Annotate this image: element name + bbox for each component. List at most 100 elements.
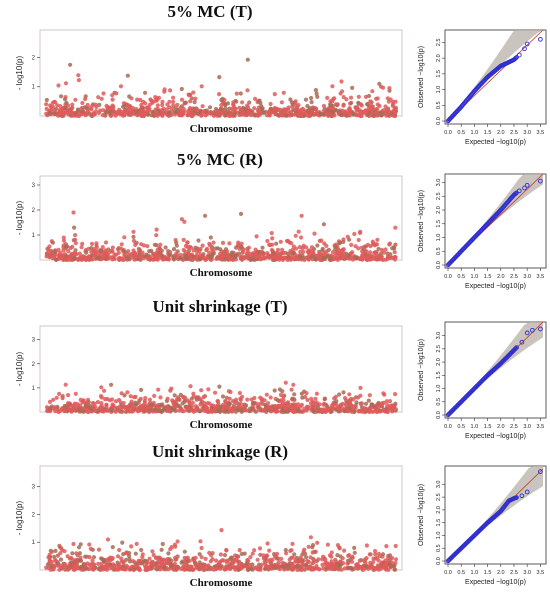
snp-point xyxy=(84,566,90,571)
snp-point xyxy=(131,229,136,234)
snp-point xyxy=(218,566,223,571)
snp-point xyxy=(218,110,223,115)
snp-point xyxy=(368,244,373,249)
snp-point xyxy=(339,79,344,84)
snp-point xyxy=(361,406,367,411)
snp-point xyxy=(72,256,77,261)
snp-point xyxy=(385,408,390,413)
snp-point xyxy=(244,561,249,566)
qq-x-tick-label: 0.5 xyxy=(457,570,465,576)
snp-point xyxy=(73,237,78,242)
snp-point xyxy=(306,257,311,262)
snp-point xyxy=(351,112,356,117)
snp-point xyxy=(348,399,353,404)
snp-point xyxy=(376,558,381,563)
snp-point xyxy=(257,402,262,407)
snp-point xyxy=(94,243,99,248)
snp-point xyxy=(218,552,223,557)
snp-point xyxy=(119,257,124,262)
snp-point xyxy=(369,103,374,109)
snp-point xyxy=(350,559,355,564)
qq-y-tick-label: 2.0 xyxy=(436,54,442,62)
snp-point xyxy=(61,248,66,253)
snp-point xyxy=(387,86,392,91)
snp-point xyxy=(299,213,304,218)
snp-point xyxy=(375,102,380,107)
snp-point xyxy=(252,565,257,570)
snp-point xyxy=(265,564,270,569)
qq-x-axis-label: Expected −log10(p) xyxy=(465,139,526,146)
snp-point xyxy=(91,566,96,571)
snp-point xyxy=(393,99,398,104)
snp-point xyxy=(290,396,295,401)
snp-point xyxy=(356,408,361,413)
snp-point xyxy=(67,403,72,408)
snp-point xyxy=(393,225,398,230)
snp-point xyxy=(279,398,284,403)
snp-point xyxy=(289,387,294,392)
qq-x-tick-label: 3.5 xyxy=(537,274,545,280)
snp-point xyxy=(117,547,122,553)
snp-point xyxy=(340,108,345,113)
snp-point xyxy=(349,100,354,105)
snp-point xyxy=(160,99,165,104)
snp-point xyxy=(249,397,254,402)
snp-point xyxy=(58,545,63,550)
snp-point xyxy=(275,247,281,252)
snp-point xyxy=(158,111,163,116)
snp-point xyxy=(313,256,318,261)
snp-point xyxy=(163,110,168,115)
snp-point xyxy=(150,109,155,114)
snp-point xyxy=(197,257,202,262)
snp-point xyxy=(121,104,126,109)
snp-point xyxy=(208,559,213,564)
snp-point xyxy=(150,549,155,554)
snp-point xyxy=(268,101,273,107)
panel-title: 5% MC (T) xyxy=(167,2,253,21)
snp-point xyxy=(138,109,144,114)
snp-point xyxy=(158,242,163,247)
snp-point xyxy=(292,112,297,117)
snp-point xyxy=(138,254,143,259)
snp-point xyxy=(133,551,138,556)
snp-point xyxy=(305,558,310,564)
snp-point xyxy=(117,107,122,112)
snp-point xyxy=(316,406,321,411)
snp-point xyxy=(104,402,109,408)
snp-point xyxy=(264,392,269,397)
snp-point xyxy=(119,242,124,247)
snp-point xyxy=(231,109,236,114)
qq-x-tick-label: 0.0 xyxy=(444,130,452,136)
snp-point xyxy=(338,554,343,559)
snp-point xyxy=(392,250,397,255)
snp-point xyxy=(140,555,145,560)
snp-point xyxy=(49,559,54,565)
snp-point xyxy=(203,213,208,218)
snp-point xyxy=(274,241,279,246)
snp-point xyxy=(119,391,124,396)
snp-point xyxy=(56,247,61,252)
snp-point xyxy=(216,402,221,407)
snp-point xyxy=(138,396,143,401)
snp-point xyxy=(103,240,109,245)
snp-point xyxy=(324,243,329,248)
snp-point xyxy=(260,245,265,250)
snp-point xyxy=(291,382,296,387)
snp-point xyxy=(62,403,67,408)
snp-point xyxy=(201,567,206,572)
qq-y-tick-label: 3.0 xyxy=(436,481,442,489)
snp-point xyxy=(202,563,207,568)
snp-point xyxy=(258,552,263,557)
snp-point xyxy=(73,241,78,246)
qq-point xyxy=(530,327,535,333)
snp-point xyxy=(284,551,289,556)
snp-point xyxy=(302,406,307,411)
y-tick-label: 2 xyxy=(32,55,36,61)
snp-point xyxy=(238,211,244,216)
snp-point xyxy=(110,106,115,111)
snp-point xyxy=(85,561,90,566)
snp-point xyxy=(227,396,232,401)
snp-point xyxy=(232,558,237,563)
snp-point xyxy=(53,249,58,254)
snp-point xyxy=(115,247,121,252)
